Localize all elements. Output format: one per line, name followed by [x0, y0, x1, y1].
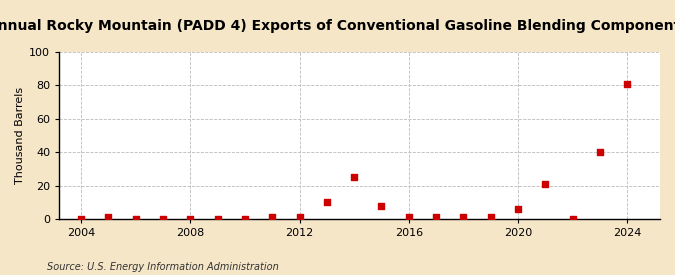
Point — [157, 217, 168, 221]
Point — [567, 217, 578, 221]
Point — [212, 217, 223, 221]
Y-axis label: Thousand Barrels: Thousand Barrels — [15, 87, 25, 184]
Point — [512, 207, 523, 211]
Point — [349, 175, 360, 179]
Point — [321, 200, 332, 205]
Point — [267, 215, 277, 219]
Point — [76, 217, 86, 221]
Point — [595, 150, 605, 154]
Point — [485, 215, 496, 219]
Point — [376, 204, 387, 208]
Point — [240, 217, 250, 221]
Text: Source: U.S. Energy Information Administration: Source: U.S. Energy Information Administ… — [47, 262, 279, 272]
Point — [458, 215, 468, 219]
Point — [294, 215, 305, 219]
Point — [540, 182, 551, 186]
Point — [431, 215, 441, 219]
Point — [103, 215, 114, 219]
Text: Annual Rocky Mountain (PADD 4) Exports of Conventional Gasoline Blending Compone: Annual Rocky Mountain (PADD 4) Exports o… — [0, 19, 675, 33]
Point — [404, 215, 414, 219]
Point — [49, 215, 59, 219]
Point — [622, 81, 632, 86]
Point — [130, 217, 141, 221]
Point — [185, 217, 196, 221]
